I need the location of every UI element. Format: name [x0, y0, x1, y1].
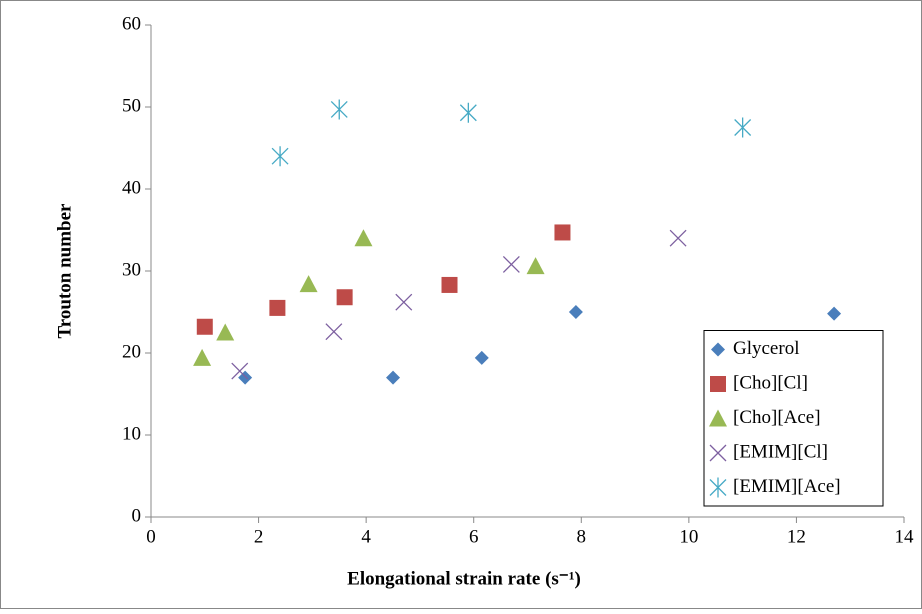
legend-marker — [709, 409, 727, 427]
legend-marker — [711, 342, 725, 357]
data-point — [299, 275, 318, 293]
x-tick-label: 2 — [254, 526, 264, 547]
data-point — [330, 99, 348, 120]
data-point — [354, 229, 373, 247]
data-point — [336, 289, 353, 306]
x-tick-label: 8 — [577, 526, 587, 547]
data-point — [386, 370, 401, 385]
data-point — [734, 117, 752, 138]
x-tick-label: 14 — [895, 526, 915, 547]
legend-label: [Cho][Cl] — [733, 372, 808, 393]
data-point — [395, 293, 413, 311]
legend-label: Glycerol — [733, 338, 799, 359]
y-axis-label: Trouton number — [54, 203, 75, 339]
legend-label: [EMIM][Cl] — [733, 441, 828, 462]
data-point — [231, 362, 249, 380]
x-tick-label: 12 — [787, 526, 806, 547]
data-point — [441, 276, 458, 293]
legend-label: [Cho][Ace] — [733, 407, 821, 428]
data-point — [459, 102, 477, 123]
data-point — [193, 348, 212, 366]
y-tick-label: 30 — [122, 259, 141, 280]
data-point — [554, 224, 571, 241]
data-point — [474, 350, 489, 365]
data-point — [196, 318, 213, 335]
data-point — [271, 146, 289, 167]
x-axis-label: Elongational strain rate (s⁻¹) — [347, 568, 581, 589]
y-tick-label: 50 — [122, 95, 141, 116]
legend-box — [703, 330, 884, 507]
y-tick-label: 0 — [132, 505, 142, 526]
y-tick-label: 20 — [122, 341, 141, 362]
data-point — [216, 323, 235, 341]
x-tick-label: 10 — [679, 526, 698, 547]
data-point — [568, 305, 583, 319]
data-point — [502, 255, 520, 273]
y-tick-label: 40 — [122, 177, 141, 198]
x-tick-label: 4 — [361, 526, 371, 547]
legend-marker — [709, 477, 727, 498]
data-point — [827, 306, 842, 321]
data-point — [669, 229, 687, 247]
x-tick-label: 6 — [469, 526, 479, 547]
y-tick-label: 10 — [122, 423, 141, 444]
legend-marker — [710, 376, 726, 392]
data-point — [269, 299, 286, 316]
legend: Glycerol [Cho][Cl] [Cho][Ace] [EMIM][Cl] [EM… — [703, 330, 884, 507]
y-tick-label: 60 — [122, 13, 141, 34]
x-tick-label: 0 — [146, 526, 156, 547]
legend-label: [EMIM][Ace] — [733, 476, 841, 497]
legend-marker — [709, 444, 727, 462]
data-point — [526, 257, 545, 275]
data-point — [325, 323, 343, 341]
data-point — [238, 370, 253, 385]
